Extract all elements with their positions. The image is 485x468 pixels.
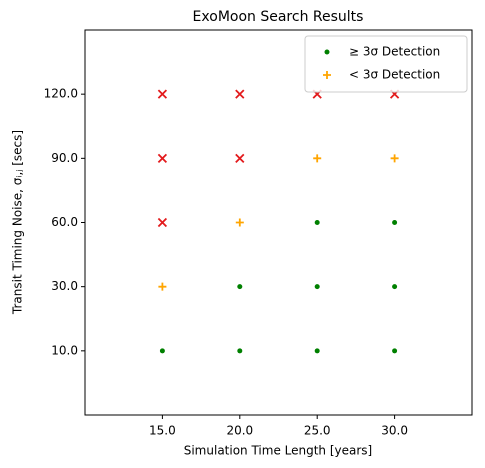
- point: [235, 89, 245, 99]
- y-tick-label: 90.0: [51, 151, 78, 165]
- point: [158, 282, 167, 291]
- y-tick-label: 10.0: [51, 343, 78, 357]
- chart-title: ExoMoon Search Results: [193, 9, 364, 25]
- legend-label: ≥ 3σ Detection: [349, 45, 440, 59]
- x-tick-label: 30.0: [381, 424, 408, 438]
- x-axis-label: Simulation Time Length [years]: [184, 444, 373, 458]
- y-tick-label: 60.0: [51, 215, 78, 229]
- point: [313, 154, 322, 163]
- point: [157, 89, 168, 99]
- x-tick-label: 15.0: [149, 424, 176, 438]
- point: [392, 284, 398, 290]
- point: [237, 348, 243, 354]
- point: [314, 348, 320, 354]
- legend-marker: [323, 71, 331, 79]
- y-tick-label: 120.0: [44, 87, 78, 101]
- point: [157, 217, 168, 228]
- point: [390, 154, 399, 163]
- y-axis-label: Transit Timing Noise, σᵢ,ⱼ [secs]: [11, 130, 25, 315]
- point: [237, 284, 243, 290]
- x-tick-label: 25.0: [304, 424, 331, 438]
- point: [159, 348, 165, 354]
- point: [392, 220, 398, 225]
- point: [235, 218, 244, 227]
- point: [314, 284, 320, 290]
- y-tick-label: 30.0: [51, 279, 78, 293]
- point: [235, 153, 245, 163]
- legend-box: [304, 35, 468, 93]
- point: [314, 220, 320, 225]
- legend-marker: [324, 49, 330, 55]
- point: [157, 153, 168, 163]
- legend-label: < 3σ Detection: [349, 68, 440, 82]
- point: [392, 348, 398, 354]
- x-tick-label: 20.0: [226, 424, 253, 438]
